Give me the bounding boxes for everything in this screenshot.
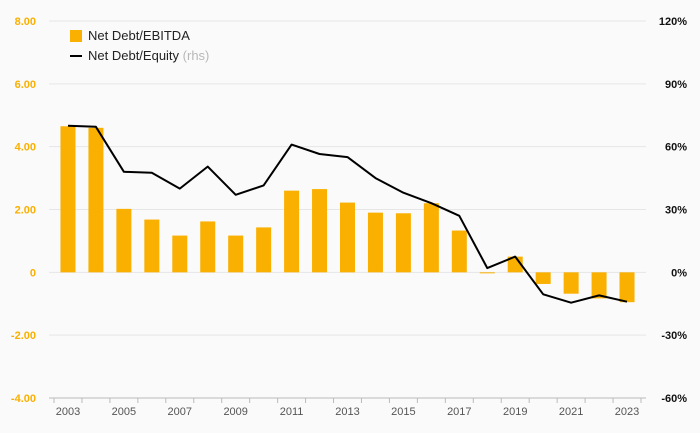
bar-2014 [367,212,383,273]
x-tick-label: 2007 [168,406,192,418]
x-tick-label: 2019 [503,406,527,418]
bar-2020 [535,272,551,284]
y-left-tick-label: 0 [30,267,36,279]
y-left-tick-label: 6.00 [15,79,36,91]
x-tick-label: 2021 [559,406,583,418]
legend-label-line-name: Net Debt/Equity [88,48,180,63]
y-right-tick-label: 120% [659,16,687,28]
x-tick-label: 2015 [391,406,415,418]
line-path [67,124,628,304]
y-right-tick-label: 90% [665,79,687,91]
legend-label-line-suffix: (rhs) [183,48,210,63]
x-tick-label: 2017 [447,406,471,418]
bar-2011 [284,190,300,273]
bar-2013 [340,202,355,273]
legend-swatch-bar [70,30,82,42]
bar-2009 [228,235,244,273]
x-tick-label: 2005 [112,406,136,418]
legend-label-bar: Net Debt/EBITDA [88,28,190,43]
y-left-tick-label: 8.00 [15,16,36,28]
bar-2007 [172,235,188,273]
bar-2021 [563,272,579,294]
bar-2022 [591,272,607,299]
x-tick-label: 2011 [280,406,304,418]
y-right-tick-label: -30% [661,330,687,342]
legend-label-line: Net Debt/Equity (rhs) [88,48,209,63]
bar-2017 [451,230,467,273]
y-right-tick-label: 60% [665,142,687,154]
bar-series-net-debt-ebitda [60,126,635,303]
x-tick-label: 2023 [615,406,639,418]
bar-2006 [144,219,160,273]
bar-2010 [256,227,272,273]
y-left-tick-label: -4.00 [11,393,36,405]
y-left-tick-label: 2.00 [15,205,36,217]
x-tick-label: 2013 [335,406,359,418]
bar-2012 [312,189,328,273]
y-left-tick-label: -2.00 [11,330,36,342]
x-tick-label: 2003 [56,406,80,418]
bar-2004 [88,127,104,273]
bar-2016 [423,203,439,273]
bar-2023 [619,272,635,303]
bar-2015 [395,213,411,273]
y-right-tick-label: 0% [671,267,687,279]
y-right-tick-label: 30% [665,205,687,217]
bar-2005 [116,208,132,273]
y-left-tick-label: 4.00 [15,142,36,154]
x-tick-label: 2009 [223,406,247,418]
bar-2018 [479,272,495,274]
axes: 8.00 6.00 4.00 2.00 0 -2.00 -4.00 120% 90% 60% 30%… [11,16,687,418]
bar-2008 [200,221,216,273]
y-right-tick-label: -60% [661,393,687,405]
line-series-net-debt-equity [67,124,628,304]
legend: Net Debt/EBITDA Net Debt/Equity (rhs) [70,28,209,63]
bar-2003 [60,126,76,273]
